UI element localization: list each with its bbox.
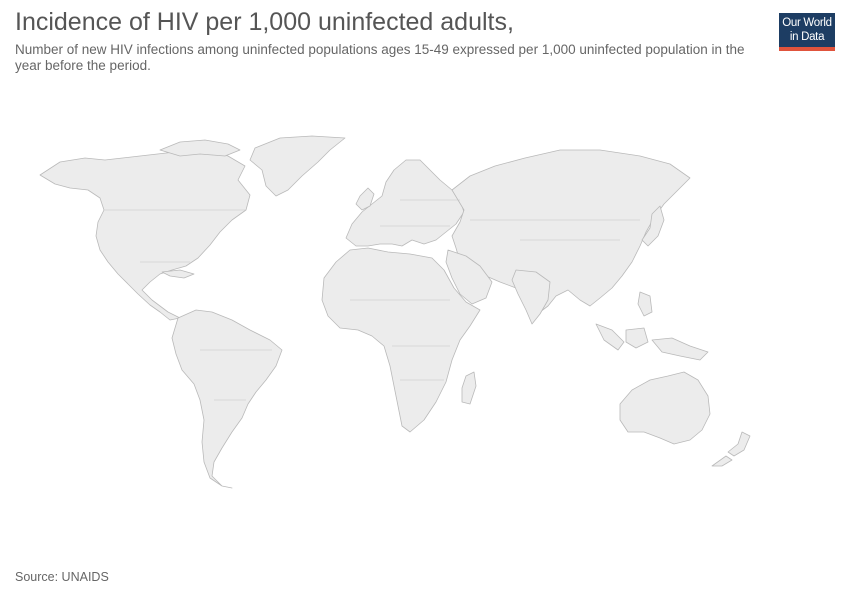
region-north-america[interactable] (39, 149, 251, 321)
chart-title: Incidence of HIV per 1,000 uninfected ad… (15, 8, 514, 36)
region-arabia[interactable] (445, 249, 493, 305)
region-british-isles[interactable] (355, 187, 375, 211)
source-note: Source: UNAIDS (15, 570, 109, 584)
chart-subtitle: Number of new HIV infections among uninf… (15, 42, 745, 73)
region-arctic-islands[interactable] (159, 139, 241, 157)
region-south-america[interactable] (171, 309, 283, 489)
region-madagascar[interactable] (461, 371, 477, 405)
region-india[interactable] (511, 269, 551, 325)
owid-logo[interactable]: Our World in Data (779, 13, 835, 51)
region-africa[interactable] (321, 247, 481, 433)
logo-line-1: Our World (782, 17, 832, 29)
region-new-zealand[interactable] (711, 431, 751, 467)
region-southeast-asia-islands[interactable] (595, 291, 709, 361)
region-caribbean[interactable] (161, 269, 195, 279)
world-map[interactable] (0, 120, 850, 500)
region-japan[interactable] (641, 205, 665, 247)
country-borders (104, 199, 640, 401)
region-australia[interactable] (619, 371, 711, 445)
region-greenland[interactable] (249, 135, 346, 197)
logo-line-2: in Data (789, 31, 825, 43)
